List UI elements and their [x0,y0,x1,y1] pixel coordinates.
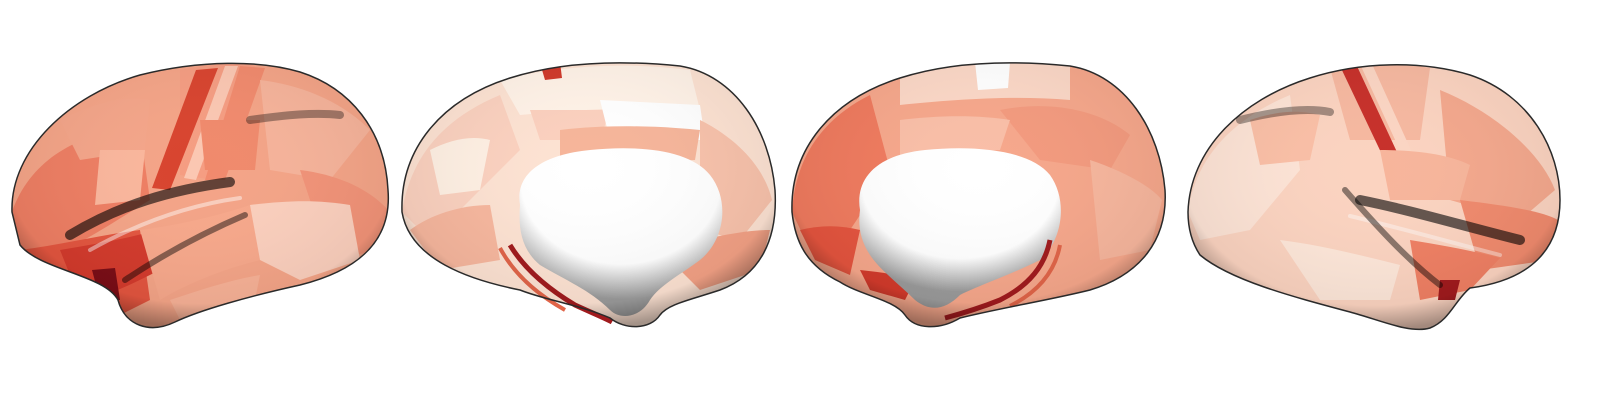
brain-view-right-medial [791,62,1166,328]
brain-view-left-lateral [11,62,390,329]
brain-view-left-medial [401,62,777,328]
brain-view-right-lateral [1187,64,1561,331]
